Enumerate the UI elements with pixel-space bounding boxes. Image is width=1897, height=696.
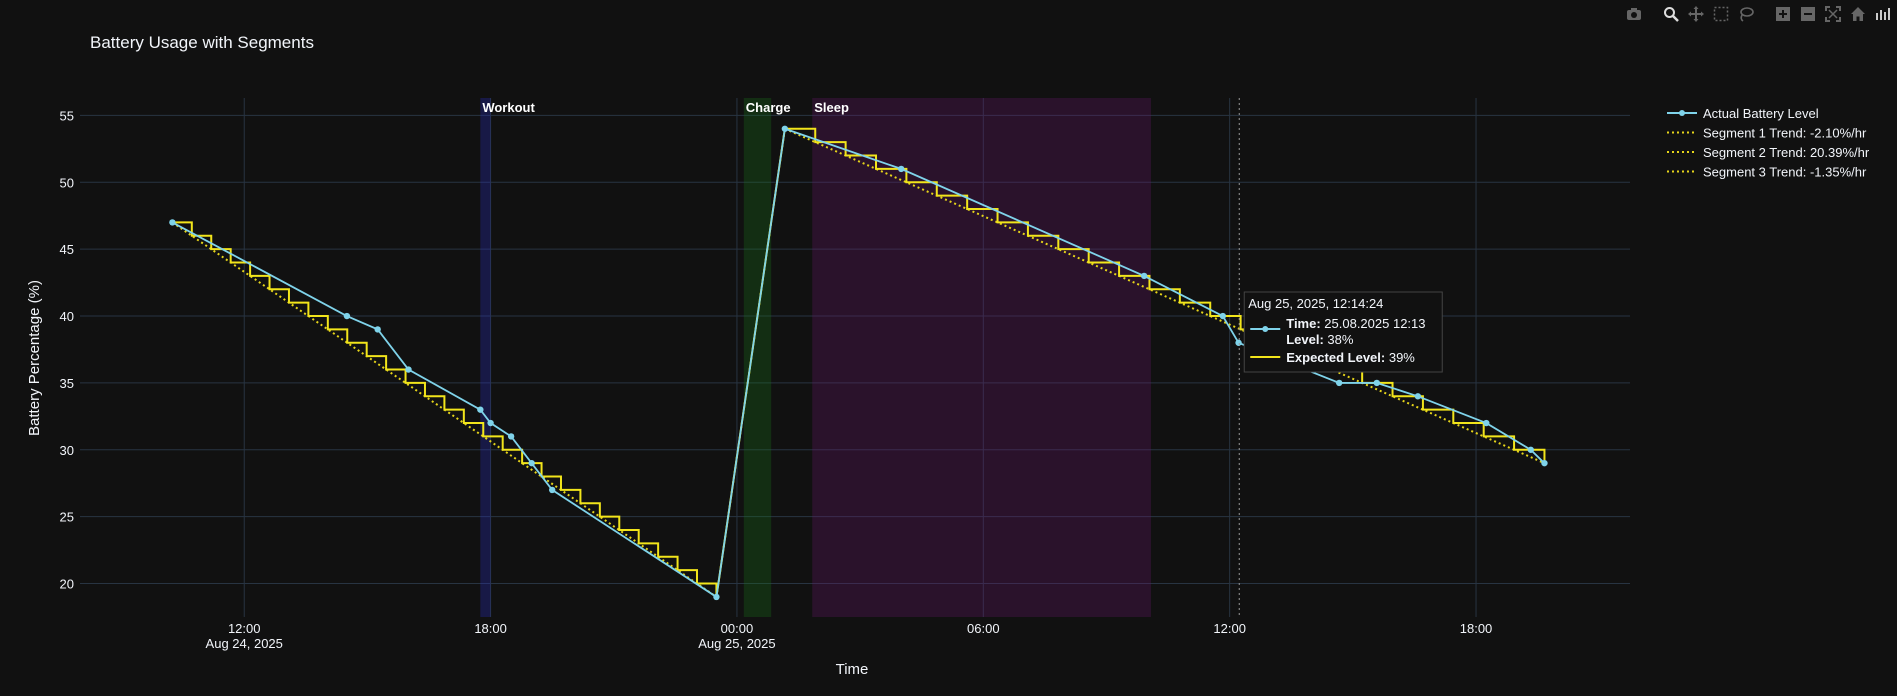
x-tick-label: 06:00 bbox=[967, 621, 1000, 636]
y-tick-label: 35 bbox=[60, 376, 74, 391]
hover-header: Aug 25, 2025, 12:14:24 bbox=[1248, 296, 1383, 311]
legend-item-label[interactable]: Segment 3 Trend: -1.35%/hr bbox=[1703, 165, 1867, 180]
x-tick-sublabel: Aug 25, 2025 bbox=[698, 636, 775, 651]
zoom-icon[interactable] bbox=[1660, 3, 1681, 24]
y-tick-label: 50 bbox=[60, 175, 74, 190]
y-tick-label: 55 bbox=[60, 108, 74, 123]
actual-battery-point bbox=[343, 312, 351, 320]
y-tick-label: 20 bbox=[60, 577, 74, 592]
actual-battery-point bbox=[528, 459, 535, 467]
band-label-workout: Workout bbox=[482, 100, 535, 115]
camera-icon[interactable] bbox=[1623, 3, 1644, 24]
band-label-charge: Charge bbox=[746, 100, 791, 115]
y-axis-label: Battery Percentage (%) bbox=[26, 280, 43, 436]
x-tick-label: 12:00 bbox=[1213, 621, 1246, 636]
trend-line-segment-3 bbox=[784, 127, 1545, 465]
actual-battery-point bbox=[169, 219, 176, 226]
band-charge bbox=[743, 98, 772, 617]
actual-battery-point bbox=[781, 125, 789, 132]
grid-lines bbox=[80, 98, 1630, 617]
x-tick-sublabel: Aug 24, 2025 bbox=[206, 636, 283, 651]
actual-battery-point bbox=[477, 406, 484, 413]
actual-battery-point bbox=[1140, 272, 1148, 280]
legend-item-label[interactable]: Segment 2 Trend: 20.39%/hr bbox=[1703, 145, 1870, 160]
hover-level-row: Level: 38% bbox=[1286, 332, 1354, 347]
event-bands: Workout Charge Sleep bbox=[480, 98, 1151, 617]
actual-battery-point bbox=[374, 326, 381, 333]
hover-expected-row: Expected Level: 39% bbox=[1286, 350, 1415, 365]
autoscale-icon[interactable] bbox=[1822, 3, 1843, 24]
actual-battery-point bbox=[897, 165, 905, 173]
y-tick-label: 25 bbox=[60, 510, 74, 525]
actual-battery-point bbox=[1483, 419, 1490, 427]
band-sleep bbox=[812, 98, 1151, 617]
zoom-out-icon[interactable] bbox=[1797, 3, 1818, 24]
hover-tooltip-box bbox=[1243, 291, 1443, 373]
y-tick-label: 40 bbox=[60, 309, 74, 324]
x-tick-label: 00:00 bbox=[721, 621, 754, 636]
legend-item-label[interactable]: Actual Battery Level bbox=[1703, 106, 1819, 121]
lasso-icon[interactable] bbox=[1735, 3, 1756, 24]
x-tick-label: 12:00 bbox=[228, 621, 261, 636]
band-label-sleep: Sleep bbox=[814, 100, 849, 115]
actual-battery-point bbox=[1541, 459, 1548, 467]
actual-battery-point bbox=[507, 433, 515, 440]
chart-title: Battery Usage with Segments bbox=[90, 33, 314, 52]
actual-battery-point bbox=[1414, 393, 1422, 400]
x-tick-label: 18:00 bbox=[474, 621, 507, 636]
actual-battery-point bbox=[1527, 446, 1534, 453]
pan-icon[interactable] bbox=[1685, 3, 1706, 24]
hover-actual-swatch-marker bbox=[1262, 326, 1269, 332]
legend-marker-actual bbox=[1679, 110, 1685, 116]
actual-battery-point bbox=[713, 593, 720, 601]
plotly-logo-icon[interactable] bbox=[1872, 3, 1893, 24]
x-tick-label: 18:00 bbox=[1460, 621, 1493, 636]
actual-battery-point bbox=[487, 419, 494, 427]
y-tick-label: 45 bbox=[60, 242, 74, 257]
zoom-in-icon[interactable] bbox=[1772, 3, 1793, 24]
home-icon[interactable] bbox=[1847, 3, 1868, 24]
y-tick-label: 30 bbox=[60, 443, 74, 458]
actual-battery-point bbox=[1219, 312, 1227, 320]
box-select-icon[interactable] bbox=[1710, 3, 1731, 24]
legend-item-label[interactable]: Segment 1 Trend: -2.10%/hr bbox=[1703, 126, 1867, 141]
actual-battery-point bbox=[1335, 379, 1343, 387]
modebar bbox=[1623, 3, 1893, 24]
band-workout bbox=[480, 98, 491, 617]
legend[interactable]: Actual Battery Level Segment 1 Trend: -2.… bbox=[1667, 106, 1870, 180]
actual-battery-point bbox=[405, 366, 412, 373]
actual-battery-point bbox=[1373, 379, 1380, 387]
actual-battery-point bbox=[1235, 339, 1242, 346]
hover-layer: Aug 25, 2025, 12:14:24 Time: 25.08.2025 1… bbox=[1238, 98, 1443, 617]
hover-time-row: Time: 25.08.2025 12:13 bbox=[1286, 316, 1425, 331]
actual-battery-point bbox=[548, 486, 556, 494]
x-axis-label: Time bbox=[836, 661, 869, 678]
